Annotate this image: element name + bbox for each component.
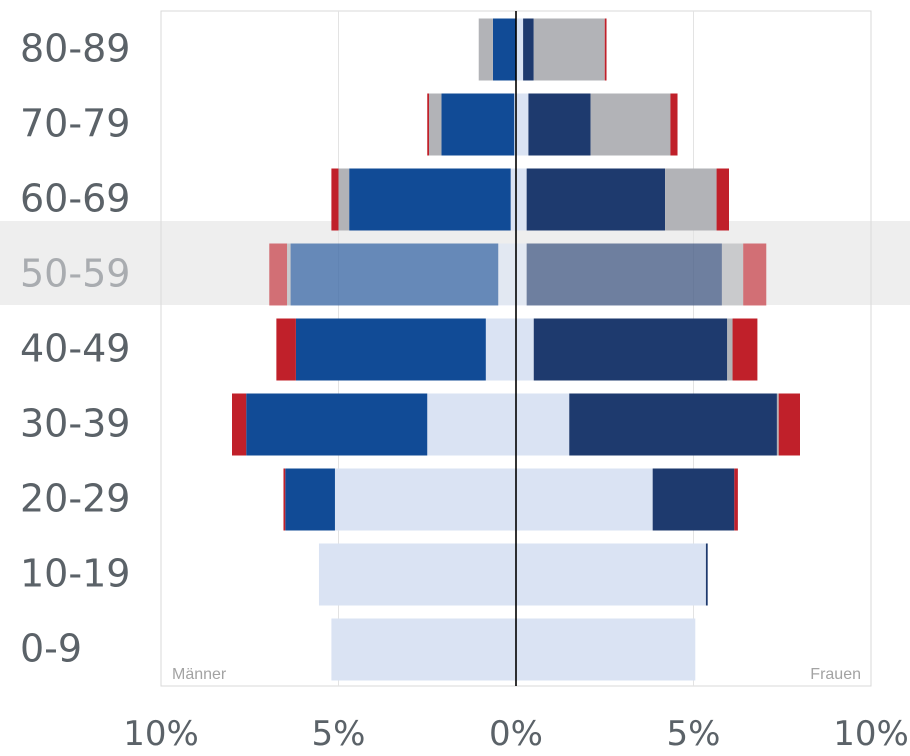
bar-female-30-39-base <box>516 393 570 456</box>
bar-female-80-89-base <box>516 18 524 81</box>
bar-female-20-29-base <box>516 468 653 531</box>
bar-female-40-49-grey <box>727 318 733 381</box>
bar-male-20-29-red <box>283 468 286 531</box>
bar-female-80-89-main <box>523 18 534 81</box>
bar-male-70-79-main <box>441 93 515 156</box>
left-corner-label: Männer <box>172 666 227 683</box>
bar-female-50-59-main <box>526 243 722 306</box>
bar-male-50-59-base <box>498 243 516 306</box>
bar-female-60-69-grey <box>665 168 717 231</box>
bar-female-80-89-grey <box>533 18 605 81</box>
bar-female-70-79-red <box>670 93 678 156</box>
category-label-20-29: 20-29 <box>20 477 130 521</box>
bar-female-30-39-red <box>778 393 800 456</box>
x-tick-label-4: 10% <box>833 714 909 754</box>
category-label-10-19: 10-19 <box>20 552 130 596</box>
x-tick-label-1: 5% <box>312 714 366 754</box>
bar-female-10-19-main <box>705 543 708 606</box>
bar-female-30-39-grey <box>776 393 779 456</box>
bar-male-80-89-grey <box>478 18 493 81</box>
bar-female-40-49-red <box>732 318 758 381</box>
bars <box>232 18 800 681</box>
bar-female-60-69-red <box>716 168 729 231</box>
bar-male-70-79-grey <box>429 93 442 156</box>
bar-male-20-29-base <box>334 468 516 531</box>
bar-male-40-49-base <box>485 318 516 381</box>
bar-female-60-69-base <box>516 168 527 231</box>
category-label-70-79: 70-79 <box>20 102 130 146</box>
bar-male-50-59-main <box>290 243 499 306</box>
bar-female-0-9-base <box>516 618 696 681</box>
right-corner-label: Frauen <box>810 666 861 683</box>
bar-male-60-69-grey <box>338 168 350 231</box>
category-label-80-89: 80-89 <box>20 27 130 71</box>
bar-female-20-29-main <box>652 468 735 531</box>
bar-male-30-39-red <box>232 393 247 456</box>
bar-female-40-49-main <box>533 318 728 381</box>
bar-female-80-89-red <box>604 18 607 81</box>
bar-male-20-29-main <box>285 468 335 531</box>
bar-male-0-9-base <box>331 618 516 681</box>
x-tick-label-3: 5% <box>667 714 721 754</box>
bar-female-70-79-main <box>528 93 591 156</box>
bar-male-60-69-base <box>510 168 516 231</box>
bar-male-50-59-red <box>269 243 288 306</box>
bar-female-40-49-base <box>516 318 534 381</box>
bar-female-70-79-grey <box>590 93 671 156</box>
category-label-40-49: 40-49 <box>20 327 130 371</box>
bar-female-50-59-base <box>516 243 527 306</box>
bar-female-60-69-main <box>526 168 666 231</box>
bar-male-40-49-main <box>295 318 486 381</box>
bar-female-30-39-main <box>569 393 777 456</box>
bar-male-30-39-main <box>246 393 428 456</box>
category-label-30-39: 30-39 <box>20 402 130 446</box>
bar-male-40-49-red <box>276 318 296 381</box>
bar-male-10-19-base <box>318 543 516 606</box>
bar-female-50-59-grey <box>721 243 744 306</box>
bar-male-60-69-main <box>349 168 511 231</box>
bar-female-10-19-base <box>516 543 706 606</box>
bar-male-80-89-main <box>492 18 516 81</box>
x-tick-label-0: 10% <box>123 714 199 754</box>
bar-male-30-39-base <box>427 393 516 456</box>
x-tick-label-2: 0% <box>489 714 543 754</box>
bar-male-60-69-red <box>331 168 339 231</box>
category-label-60-69: 60-69 <box>20 177 130 221</box>
bar-male-70-79-base <box>514 93 516 156</box>
bar-male-50-59-grey <box>287 243 291 306</box>
bar-female-70-79-base <box>516 93 529 156</box>
bar-female-20-29-red <box>734 468 738 531</box>
bar-female-50-59-red <box>743 243 767 306</box>
category-label-0-9: 0-9 <box>20 627 82 671</box>
bar-male-70-79-red <box>427 93 430 156</box>
category-label-50-59: 50-59 <box>20 252 130 296</box>
category-labels: 0-9 10-19 20-29 30-39 40-49 50-59 60-69 70-79 80… <box>20 27 130 671</box>
x-tick-labels: 10% 5% 0% 5% 10% <box>123 714 909 754</box>
